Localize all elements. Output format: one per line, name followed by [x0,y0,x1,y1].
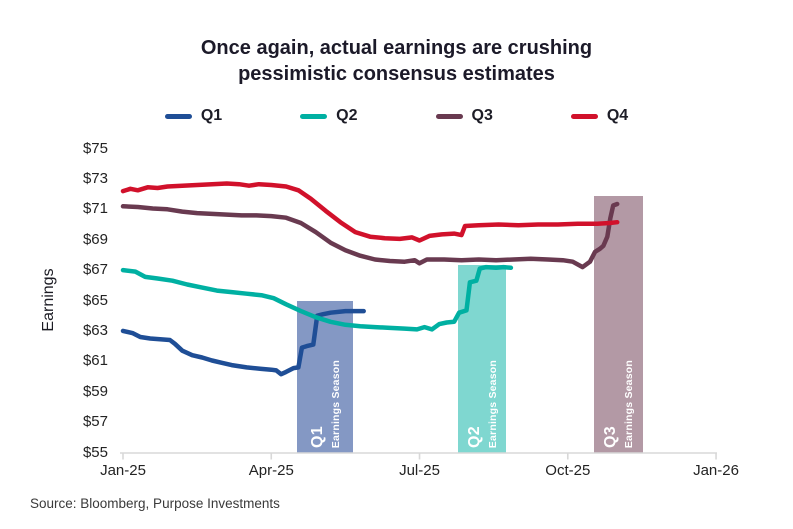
series-line-q3 [120,201,620,270]
earnings-season-band-q3: Q3 Earnings Season [594,195,643,453]
legend-item-q2: Q2 [300,107,358,125]
y-tick-label: $71 [82,200,108,218]
series-line-q2 [120,264,514,332]
series-line-q1 [120,308,366,377]
y-tick-label: $75 [82,139,108,157]
y-tick-label: $67 [82,261,108,279]
y-tick-label: $61 [82,352,108,370]
y-tick-label: $69 [82,230,108,248]
x-tick-label: Oct-25 [545,462,591,479]
series-line-q4 [120,181,620,243]
chart-title-line1: Once again, actual earnings are crushing [200,37,593,59]
legend-label-q1: Q1 [200,107,223,124]
x-tick-label: Jul-25 [399,462,440,479]
legend-label-q4: Q4 [606,107,629,124]
q2-line-swatch [300,113,328,119]
y-tick-label: $59 [82,382,108,400]
y-tick-label: $55 [82,443,108,461]
y-tick-label: $63 [82,321,108,339]
x-tick-label: Apr-25 [248,462,294,479]
source-note: Source: Bloomberg, Purpose Investments [30,496,280,511]
q3-line-swatch [435,113,463,119]
legend-label-q3: Q3 [471,107,493,124]
y-tick-label: $73 [82,169,108,187]
q4-line-swatch [570,113,598,119]
legend-item-q3: Q3 [435,107,493,125]
x-tick-label: Jan-25 [100,462,146,479]
legend-item-q4: Q4 [570,107,629,125]
legend-label-q2: Q2 [336,107,358,124]
q1-line-swatch [164,113,192,119]
chart-title-line2: pessimistic consensus estimates [238,63,555,85]
y-tick-label: $65 [82,291,108,309]
legend-item-q1: Q1 [164,107,223,125]
chart-title: Once again, actual earnings are crushing… [0,35,793,87]
y-tick-label: $57 [82,413,108,431]
x-tick-label: Jan-26 [693,462,739,479]
legend: Q1 Q2 Q3 Q4 [0,107,793,125]
